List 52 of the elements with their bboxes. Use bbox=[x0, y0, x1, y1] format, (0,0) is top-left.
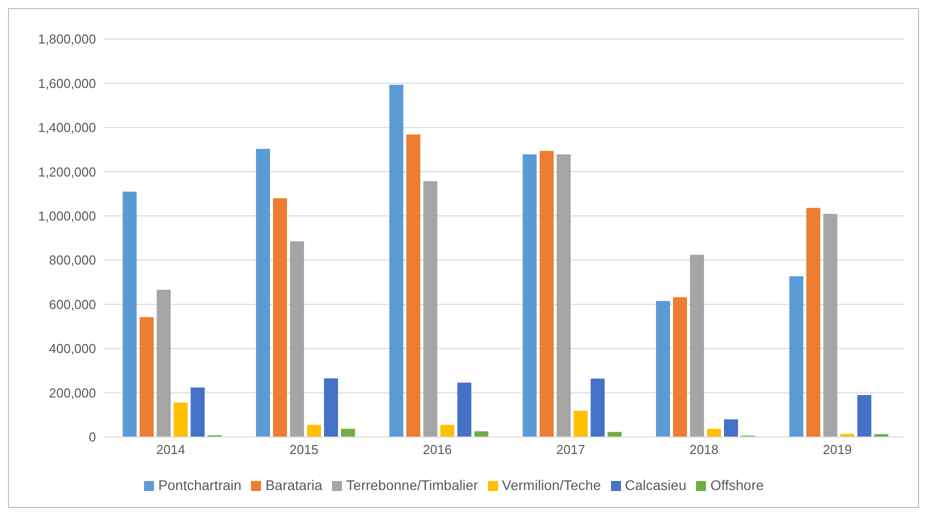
bar bbox=[190, 387, 205, 437]
x-tick-label: 2019 bbox=[822, 442, 852, 458]
bar bbox=[324, 378, 338, 437]
bar bbox=[341, 428, 355, 437]
legend-label: Calcasieu bbox=[624, 477, 686, 493]
bar bbox=[290, 241, 304, 437]
bar bbox=[690, 254, 704, 437]
y-tick-label: 600,000 bbox=[49, 296, 96, 312]
bar bbox=[307, 424, 321, 437]
bar bbox=[140, 317, 154, 437]
bar bbox=[673, 297, 687, 437]
bar bbox=[823, 214, 838, 437]
bar bbox=[440, 424, 454, 437]
y-tick-label: 1,000,000 bbox=[38, 208, 96, 224]
y-tick-label: 1,400,000 bbox=[38, 120, 96, 136]
bar bbox=[522, 154, 537, 437]
legend-label: Barataria bbox=[265, 477, 322, 493]
bar bbox=[273, 198, 287, 437]
bar bbox=[574, 410, 588, 437]
y-tick-label: 1,800,000 bbox=[38, 32, 96, 47]
x-tick-label: 2018 bbox=[690, 442, 718, 458]
x-tick-label: 2014 bbox=[156, 442, 186, 458]
bar bbox=[857, 394, 872, 437]
bar bbox=[556, 154, 571, 437]
bar bbox=[707, 428, 721, 437]
legend-label: Vermilion/Teche bbox=[502, 477, 601, 493]
bar bbox=[423, 181, 438, 437]
bar bbox=[122, 192, 137, 437]
bar bbox=[156, 290, 171, 437]
legend-label: Pontchartrain bbox=[158, 477, 242, 493]
bar bbox=[256, 148, 270, 437]
y-tick-label: 400,000 bbox=[49, 341, 96, 356]
bar bbox=[406, 134, 420, 437]
y-tick-label: 1,200,000 bbox=[38, 164, 96, 180]
bar bbox=[389, 84, 404, 437]
bar bbox=[806, 208, 820, 437]
y-tick-label: 1,600,000 bbox=[38, 76, 96, 91]
x-tick-label: 2015 bbox=[290, 442, 318, 458]
x-tick-label: 2016 bbox=[422, 442, 452, 458]
y-tick-label: 0 bbox=[88, 430, 96, 445]
bar bbox=[656, 301, 670, 437]
bar bbox=[789, 276, 804, 437]
legend-label: Terrebonne/Timbalier bbox=[346, 477, 478, 493]
bar bbox=[724, 419, 738, 437]
bar bbox=[540, 150, 554, 437]
legend-label: Offshore bbox=[710, 477, 764, 493]
bar bbox=[174, 402, 188, 437]
bar bbox=[590, 378, 605, 437]
x-tick-label: 2017 bbox=[556, 442, 586, 458]
y-tick-label: 800,000 bbox=[49, 252, 96, 268]
y-tick-label: 200,000 bbox=[49, 385, 96, 400]
bar bbox=[457, 382, 472, 437]
